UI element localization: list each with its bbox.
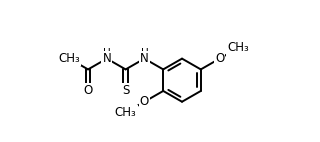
Text: O: O xyxy=(215,52,224,65)
Text: N: N xyxy=(102,52,111,65)
Text: CH₃: CH₃ xyxy=(228,41,249,54)
Text: CH₃: CH₃ xyxy=(115,106,137,119)
Text: S: S xyxy=(122,84,129,97)
Text: N: N xyxy=(140,52,149,65)
Text: H: H xyxy=(140,48,148,58)
Text: CH₃: CH₃ xyxy=(58,52,80,65)
Text: H: H xyxy=(103,48,111,58)
Text: O: O xyxy=(84,84,93,97)
Text: O: O xyxy=(140,95,149,108)
